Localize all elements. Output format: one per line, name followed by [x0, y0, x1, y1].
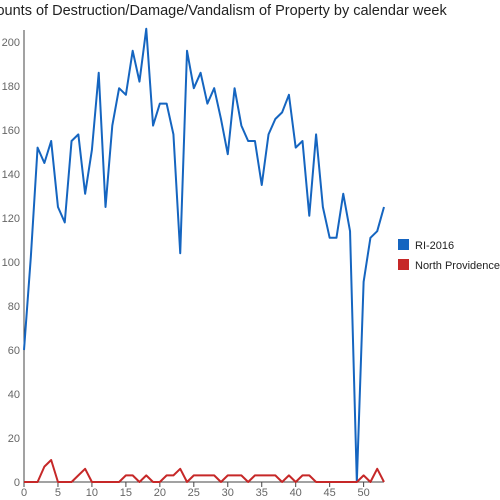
legend-label: RI-2016	[415, 240, 454, 252]
x-tick-label: 25	[188, 487, 200, 499]
y-tick-label: 180	[2, 81, 20, 93]
x-tick-label: 20	[154, 487, 166, 499]
x-tick-label: 50	[357, 487, 369, 499]
x-tick-label: 15	[120, 487, 132, 499]
legend-label: North Providence	[415, 260, 500, 272]
series-line-ri-2016	[23, 27, 385, 483]
y-tick-label: 140	[2, 169, 20, 181]
y-tick-label: 20	[8, 433, 20, 445]
x-tick-label: 40	[290, 487, 302, 499]
legend: RI-2016 North Providence	[398, 239, 500, 272]
series-line-north-providence	[24, 459, 385, 483]
y-tick-label: 100	[2, 257, 20, 269]
x-tick-label: 10	[86, 487, 98, 499]
chart-title: Counts of Destruction/Damage/Vandalism o…	[0, 3, 447, 19]
axes: 0 20 40 60 80 100 120 140 160 180 200 0 5 10 15 20 25 30 3…	[2, 30, 384, 499]
y-tick-label: 200	[2, 37, 20, 49]
x-tick-label: 0	[21, 487, 27, 499]
x-tick-label: 35	[256, 487, 268, 499]
y-tick-label: 60	[8, 345, 20, 357]
y-tick-label: 80	[8, 301, 20, 313]
x-tick-label: 45	[324, 487, 336, 499]
y-tick-label: 160	[2, 125, 20, 137]
series-group	[23, 27, 385, 483]
y-tick-label: 120	[2, 213, 20, 225]
x-tick-label: 5	[55, 487, 61, 499]
legend-swatch	[398, 259, 409, 270]
legend-swatch	[398, 239, 409, 250]
y-tick-label: 0	[14, 477, 20, 489]
x-tick-label: 30	[222, 487, 234, 499]
y-tick-label: 40	[8, 389, 20, 401]
